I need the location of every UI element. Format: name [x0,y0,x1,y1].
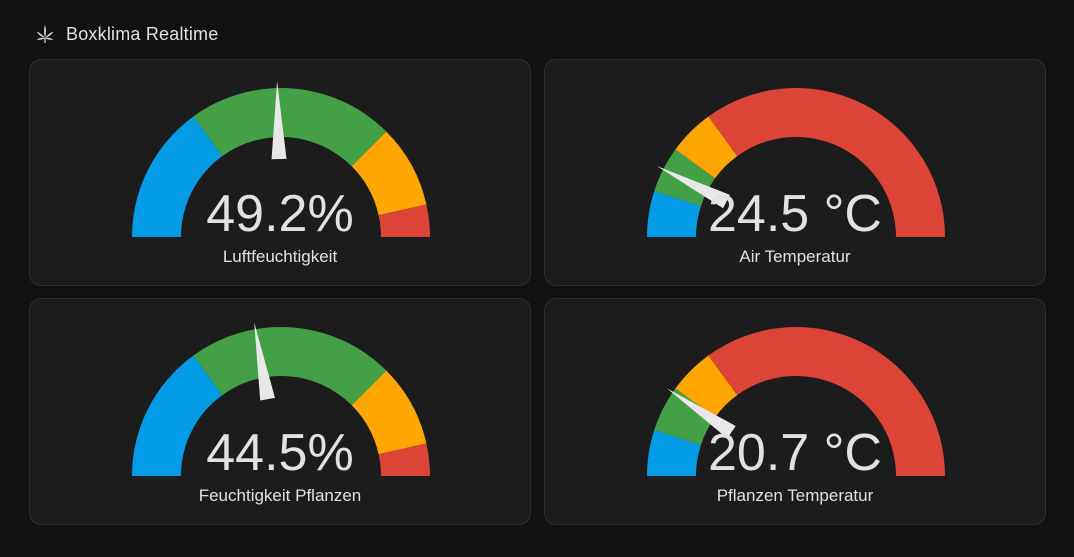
gauge-card-pflanzen-temperatur[interactable]: 20.7 °C Pflanzen Temperatur [544,298,1046,525]
gauge-segment-1 [654,388,716,446]
gauge-segment-2 [675,116,738,179]
gauge-label: Pflanzen Temperatur [716,486,874,505]
gauge-feuchtigkeit-pflanzen [132,322,430,476]
gauge-needle [271,81,287,160]
gauge-segment-2 [351,370,427,455]
gauge-segment-0 [132,116,223,237]
gauge-card-air-temperatur[interactable]: 24.5 °C Air Temperatur [544,59,1046,286]
gauge-segment-3 [708,327,945,476]
gauge-value: 24.5 °C [707,185,882,243]
gauge-luftfeuchtigkeit [132,81,430,237]
gauge-card-luftfeuchtigkeit[interactable]: 49.2% Luftfeuchtigkeit [29,59,531,286]
gauge-needle [254,322,275,401]
gauge-segment-1 [193,87,387,167]
gauge-pflanzen-temperatur [647,327,945,476]
gauge-value: 44.5% [206,424,354,482]
gauge-air-temperatur [647,87,945,237]
gauge-segment-3 [378,443,430,476]
gauge-segment-3 [708,87,945,237]
gauge-card-feuchtigkeit-pflanzen[interactable]: 44.5% Feuchtigkeit Pflanzen [29,298,531,525]
gauge-needle [657,166,730,209]
section-title: Boxklima Realtime [66,23,219,44]
gauge-segment-2 [351,131,427,216]
section-header: Boxklima Realtime [34,20,218,48]
gauge-needle [666,388,736,439]
gauge-segment-1 [193,327,387,406]
gauge-label: Luftfeuchtigkeit [222,247,338,266]
gauge-value: 20.7 °C [707,424,882,482]
gauge-segment-3 [378,204,430,237]
gauge-segment-2 [675,355,738,418]
gauge-segment-0 [132,355,223,476]
gauge-label: Feuchtigkeit Pflanzen [198,486,362,505]
gauge-segment-0 [647,190,701,237]
gauge-value: 49.2% [206,185,354,243]
gauge-label: Air Temperatur [739,247,851,266]
gauge-segment-0 [647,429,701,476]
cannabis-leaf-icon [34,23,56,45]
